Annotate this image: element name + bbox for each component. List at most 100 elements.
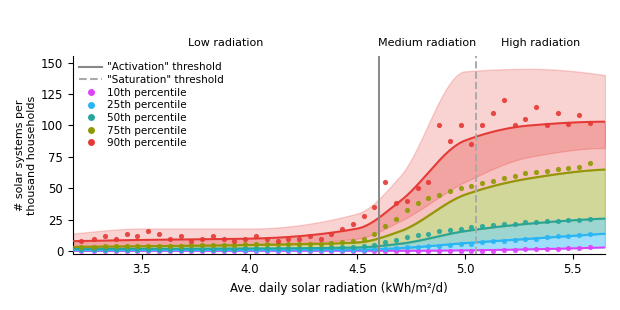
Point — [187, 239, 197, 244]
Point — [456, 248, 466, 253]
Point — [445, 138, 455, 143]
Point — [466, 225, 476, 230]
Point — [531, 220, 541, 225]
Point — [445, 248, 455, 253]
Point — [89, 244, 99, 249]
Point — [175, 234, 185, 239]
Point — [208, 242, 218, 247]
Point — [498, 176, 508, 181]
Point — [337, 245, 347, 250]
Point — [241, 242, 250, 247]
Point — [133, 246, 143, 251]
Point — [251, 246, 261, 250]
Point — [348, 248, 358, 253]
Point — [283, 246, 293, 250]
Point — [197, 242, 207, 247]
Point — [165, 243, 175, 248]
Point — [370, 248, 379, 253]
Point — [337, 226, 347, 231]
Point — [327, 231, 337, 236]
Point — [466, 142, 476, 147]
Point — [262, 246, 272, 250]
Text: Medium radiation: Medium radiation — [378, 38, 476, 48]
Point — [402, 207, 412, 212]
Point — [370, 242, 379, 247]
Point — [477, 248, 487, 253]
Point — [402, 198, 412, 203]
Point — [165, 246, 175, 251]
Point — [187, 248, 197, 253]
Point — [76, 247, 86, 252]
Point — [165, 236, 175, 241]
Point — [305, 234, 315, 239]
Point — [165, 247, 175, 252]
Point — [327, 241, 337, 246]
Point — [488, 178, 498, 183]
Point — [154, 231, 164, 236]
Point — [337, 240, 347, 245]
Point — [564, 122, 574, 127]
Point — [510, 221, 520, 226]
Point — [542, 219, 552, 224]
Point — [241, 236, 250, 241]
Point — [208, 247, 218, 252]
Point — [542, 168, 552, 173]
Point — [359, 247, 369, 252]
Point — [434, 123, 444, 128]
Point — [552, 234, 562, 239]
Point — [273, 247, 283, 252]
Point — [434, 228, 444, 233]
Point — [520, 171, 530, 176]
Point — [520, 236, 530, 241]
Point — [76, 246, 86, 251]
Point — [294, 247, 304, 252]
Point — [564, 234, 574, 239]
Point — [273, 248, 283, 253]
Point — [466, 183, 476, 188]
Point — [412, 201, 422, 206]
Point — [585, 245, 595, 250]
Point — [251, 247, 261, 252]
X-axis label: Ave. daily solar radiation (kWh/m²/d): Ave. daily solar radiation (kWh/m²/d) — [230, 282, 448, 295]
Point — [283, 242, 293, 247]
Point — [445, 188, 455, 193]
Point — [423, 196, 433, 201]
Point — [111, 246, 121, 251]
Point — [348, 247, 358, 252]
Point — [76, 239, 86, 244]
Point — [197, 248, 207, 253]
Point — [143, 247, 153, 252]
Point — [466, 241, 476, 246]
Point — [359, 214, 369, 219]
Point — [585, 216, 595, 221]
Point — [294, 246, 304, 250]
Point — [585, 161, 595, 166]
Point — [359, 244, 369, 249]
Point — [229, 239, 239, 244]
Point — [585, 120, 595, 125]
Point — [391, 201, 401, 206]
Point — [412, 186, 422, 191]
Point — [175, 243, 185, 248]
Point — [520, 247, 530, 252]
Point — [197, 246, 207, 251]
Point — [143, 248, 153, 253]
Point — [434, 192, 444, 197]
Point — [531, 170, 541, 175]
Point — [111, 244, 121, 249]
Point — [111, 247, 121, 252]
Point — [197, 247, 207, 252]
Point — [510, 173, 520, 178]
Point — [283, 247, 293, 252]
Point — [370, 247, 379, 252]
Point — [175, 248, 185, 253]
Point — [412, 244, 422, 249]
Point — [542, 235, 552, 240]
Point — [380, 246, 390, 251]
Point — [477, 224, 487, 228]
Point — [143, 243, 153, 248]
Point — [380, 240, 390, 245]
Point — [241, 247, 250, 252]
Point — [520, 117, 530, 122]
Point — [370, 205, 379, 210]
